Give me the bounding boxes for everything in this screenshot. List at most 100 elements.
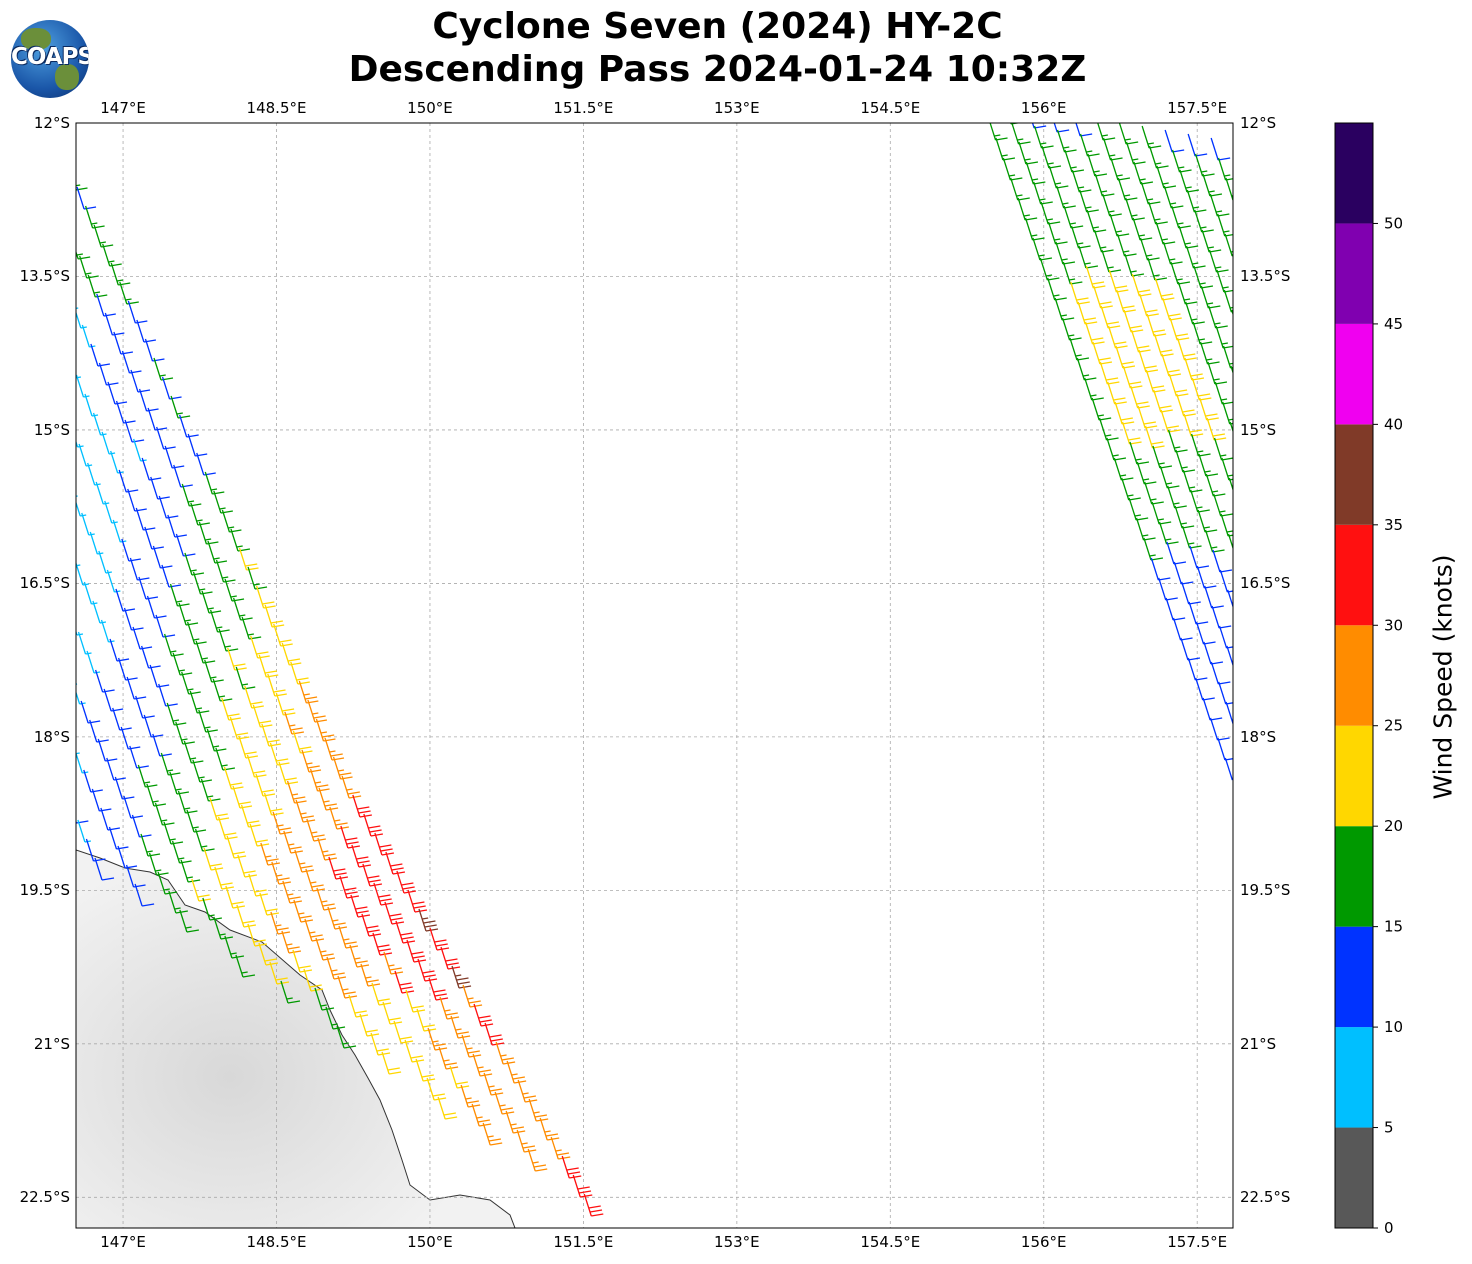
wind-barb [76,690,86,705]
australia-land [76,849,516,1228]
wind-barb [1161,353,1182,377]
wind-barb [1192,321,1213,345]
wind-barb [198,709,218,733]
wind-barb [244,685,264,709]
colorbar-segment [1335,123,1373,224]
wind-barb [1108,269,1129,293]
wind-barb [1138,349,1159,373]
wind-barb [407,889,428,913]
wind-barb [1180,637,1201,661]
wind-barb [169,771,190,795]
wind-barb [1070,225,1091,249]
lat-tick-left: 15°S [33,420,70,439]
wind-barb [100,619,115,643]
wind-barb [107,381,128,405]
wind-barb [326,956,347,980]
lat-tick-right: 13.5°S [1240,267,1291,286]
wind-barb [260,842,280,866]
wind-barb [153,357,174,381]
wind-barb [170,395,191,419]
wind-barb [163,633,184,657]
wind-barb [92,600,107,624]
wind-barb [1117,177,1138,201]
wind-barb [1182,469,1203,493]
wind-barb [1193,265,1214,289]
wind-barb [483,1072,504,1096]
lat-tick-right: 15°S [1240,420,1277,439]
wind-barb [1135,517,1156,541]
wind-barb [101,431,116,455]
wind-barb [1137,405,1158,429]
wind-barb [293,899,314,923]
wind-barb [1140,181,1161,205]
wind-barb [1170,261,1191,285]
wind-barb [1150,557,1171,581]
wind-barb [1212,549,1233,573]
wind-barb [98,550,112,574]
wind-barb [295,799,316,823]
wind-barb [440,946,461,970]
wind-barb [336,1025,357,1049]
wind-barb [135,695,155,719]
wind-barb [115,588,136,612]
wind-barb [124,419,145,443]
wind-barb [1206,417,1227,441]
wind-barb [1176,393,1196,417]
wind-barb [1202,697,1223,721]
wind-barb [1218,681,1233,705]
wind-barb [148,852,169,876]
wind-barb [133,438,147,462]
wind-barb [1184,357,1205,381]
wind-barb [1086,209,1107,233]
lon-tick-top: 156°E [1020,99,1067,117]
wind-barb [138,576,159,600]
wind-barb [1181,581,1201,605]
wind-barb [1171,205,1191,229]
wind-barb [1011,123,1031,145]
wind-barb [1133,161,1154,185]
wind-barb [1185,245,1206,269]
wind-barb [1148,201,1168,225]
wind-barb [118,469,139,493]
wind-barb [1186,189,1207,213]
wind-barb [140,833,161,857]
wind-barb [1032,237,1053,261]
wind-barb [304,918,325,942]
wind-barb [221,509,242,533]
wind-barb [1195,621,1216,645]
colorbar-segment [1335,323,1373,425]
wind-barb [76,376,82,379]
wind-barb [204,471,225,495]
wind-barb [1033,181,1053,205]
colorbar-tick-label: 10 [1384,1018,1403,1036]
wind-barb [1194,209,1214,233]
lat-tick-left: 21°S [33,1034,70,1053]
wind-barb [1200,285,1221,309]
wind-barb [989,123,1008,141]
wind-barb [1091,397,1112,421]
wind-barb [1102,137,1123,161]
wind-barb [505,1110,526,1134]
wind-barb [1181,525,1202,549]
wind-barb [214,866,234,890]
wind-barb [238,735,259,759]
wind-barb [86,650,101,674]
wind-barb [981,98,1000,120]
lat-tick-right: 12°S [1240,114,1277,132]
wind-barb [89,719,109,743]
wind-barb [1176,337,1197,361]
wind-barb [370,1032,391,1056]
wind-barb [281,930,302,954]
wind-barb [1153,333,1174,357]
wind-barb [338,925,359,949]
wind-barb [131,814,152,838]
wind-barb [1047,221,1068,245]
colorbar-segment [1335,725,1373,827]
wind-barb [129,557,150,581]
wind-barb [352,794,372,818]
lon-tick-bottom: 154.5°E [860,1233,921,1251]
colorbar-tick-label: 50 [1384,214,1403,232]
lon-tick-top: 147°E [100,99,146,117]
wind-barb [1053,123,1070,133]
wind-barb [1070,281,1090,305]
